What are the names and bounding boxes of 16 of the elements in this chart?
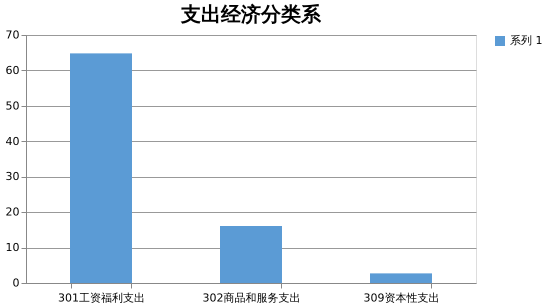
y-tick-label: 40 bbox=[6, 134, 20, 148]
y-tick-label: 10 bbox=[6, 241, 20, 254]
x-tick-label: 301工资福利支出 bbox=[58, 292, 145, 304]
bar bbox=[370, 273, 432, 283]
y-tick-label: 20 bbox=[6, 206, 20, 219]
y-tick-label: 30 bbox=[6, 170, 20, 184]
bar bbox=[220, 226, 282, 283]
y-tick-label: 60 bbox=[6, 64, 20, 77]
chart-title: 支出经济分类系 bbox=[180, 2, 322, 26]
bar bbox=[70, 53, 132, 283]
y-tick-label: 0 bbox=[12, 276, 20, 290]
x-tick-label: 302商品和服务支出 bbox=[202, 292, 300, 304]
y-tick-label: 50 bbox=[6, 99, 20, 112]
y-tick-label: 70 bbox=[6, 28, 20, 42]
legend-label: 系列 1 bbox=[510, 34, 542, 47]
x-tick-label: 309资本性支出 bbox=[364, 292, 440, 304]
